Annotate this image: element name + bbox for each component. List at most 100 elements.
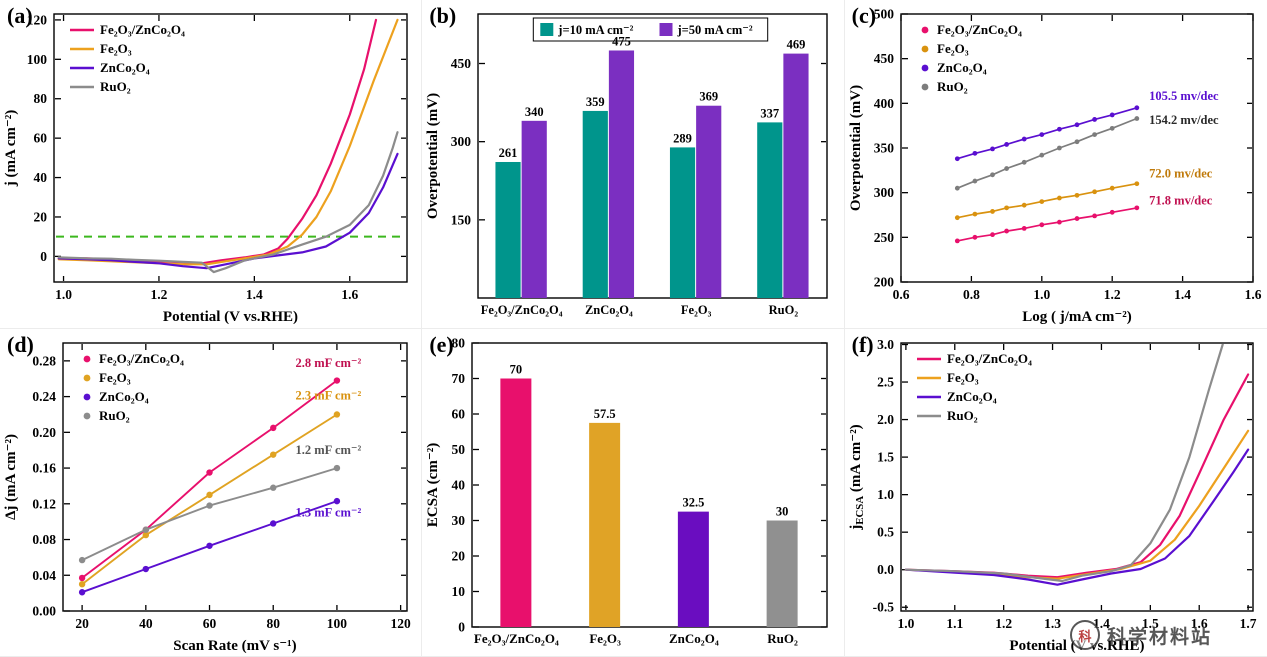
- svg-text:Fe₂O₃/ZnCo₂O₄: Fe₂O₃/ZnCo₂O₄: [474, 631, 559, 646]
- chart-overpotential-bars: 150 300 450 Overpotential (mV) 261 340 Fe₂O₃/Z…: [422, 0, 843, 328]
- svg-text:1.0: 1.0: [897, 616, 914, 631]
- svg-text:0.16: 0.16: [32, 460, 56, 475]
- svg-text:RuO₂: RuO₂: [768, 631, 799, 646]
- svg-text:Fe₂O₃: Fe₂O₃: [681, 303, 712, 317]
- svg-text:0.20: 0.20: [32, 424, 56, 439]
- svg-text:469: 469: [787, 38, 806, 52]
- svg-text:60: 60: [34, 131, 48, 146]
- svg-text:RuO₂: RuO₂: [769, 303, 799, 317]
- svg-text:jECSA (mA cm⁻²): jECSA (mA cm⁻²): [848, 424, 866, 530]
- svg-text:350: 350: [873, 141, 894, 156]
- svg-text:Fe₂O₃/ZnCo₂O₄: Fe₂O₃/ZnCo₂O₄: [937, 22, 1022, 37]
- svg-text:1.4: 1.4: [246, 287, 263, 302]
- svg-text:1.0: 1.0: [55, 287, 72, 302]
- svg-text:RuO₂: RuO₂: [937, 79, 968, 94]
- svg-text:337: 337: [761, 106, 780, 120]
- svg-text:20: 20: [75, 616, 89, 631]
- chart-cdl: 0.00 0.04 0.08 0.12 0.16 0.20 0.24 0.28 20 40 60 80…: [0, 329, 421, 657]
- svg-text:10: 10: [452, 584, 466, 599]
- svg-text:1.5: 1.5: [877, 449, 894, 464]
- panel-label-a: (a): [7, 3, 33, 28]
- svg-text:71.8 mv/dec: 71.8 mv/dec: [1149, 193, 1213, 207]
- svg-text:32.5: 32.5: [683, 495, 705, 509]
- svg-text:154.2 mv/dec: 154.2 mv/dec: [1149, 113, 1219, 127]
- svg-text:Fe₂O₃: Fe₂O₃: [100, 41, 132, 56]
- svg-text:-0.5: -0.5: [872, 599, 894, 614]
- svg-text:80: 80: [34, 91, 48, 106]
- svg-text:Overpotential (mV): Overpotential (mV): [425, 93, 441, 219]
- svg-text:1.5: 1.5: [1142, 616, 1159, 631]
- watermark-logo-icon: 科: [1070, 620, 1100, 650]
- watermark: 科 科学材料站: [1070, 620, 1212, 650]
- svg-text:1.0: 1.0: [1033, 287, 1050, 302]
- svg-text:1.2: 1.2: [1103, 287, 1120, 302]
- svg-text:ZnCo₂O₄: ZnCo₂O₄: [937, 60, 987, 75]
- panel-e: (e) 0 10 20 30 40 50 60 70 80 ECSA (cm⁻²) 70 Fe₂O₃/…: [422, 328, 845, 657]
- svg-text:j=50 mA cm⁻²: j=50 mA cm⁻²: [677, 23, 753, 37]
- svg-text:j=10 mA cm⁻²: j=10 mA cm⁻²: [558, 23, 634, 37]
- svg-text:0.00: 0.00: [32, 603, 56, 618]
- svg-text:1.2 mF cm⁻²: 1.2 mF cm⁻²: [296, 442, 362, 456]
- svg-text:2.0: 2.0: [877, 412, 894, 427]
- chart-jecsa: -0.5 0.0 0.5 1.0 1.5 2.0 2.5 3.0 1.0 1.1 1.2 1.3 1.4…: [845, 329, 1267, 657]
- svg-text:Potential (V vs.RHE): Potential (V vs.RHE): [163, 309, 298, 325]
- panel-b: (b) 150 300 450 Overpotential (mV) 261 340 Fe₂…: [422, 0, 845, 329]
- svg-text:2.5: 2.5: [877, 374, 894, 389]
- svg-text:1.3 mF cm⁻²: 1.3 mF cm⁻²: [296, 505, 362, 519]
- svg-text:j (mA cm⁻²): j (mA cm⁻²): [3, 110, 19, 188]
- panel-label-c: (c): [851, 3, 877, 28]
- svg-text:Fe₂O₃/ZnCo₂O₄: Fe₂O₃/ZnCo₂O₄: [99, 351, 184, 366]
- svg-text:Fe₂O₃: Fe₂O₃: [947, 370, 979, 385]
- svg-text:ECSA (cm⁻²): ECSA (cm⁻²): [425, 442, 441, 527]
- svg-text:RuO₂: RuO₂: [99, 408, 130, 423]
- svg-text:70: 70: [452, 371, 466, 386]
- svg-text:0.12: 0.12: [32, 496, 56, 511]
- svg-text:30: 30: [776, 504, 789, 518]
- chart-lsv: 0 20 40 60 80 100 120 1.0 1.2 1.4 1.6 Potential (V …: [0, 0, 421, 328]
- svg-text:0.5: 0.5: [877, 524, 894, 539]
- svg-text:2.8 mF cm⁻²: 2.8 mF cm⁻²: [296, 356, 362, 370]
- svg-text:1.6: 1.6: [341, 287, 358, 302]
- panel-label-f: (f): [851, 331, 874, 357]
- svg-text:80: 80: [266, 616, 280, 631]
- svg-text:1.1: 1.1: [946, 616, 963, 631]
- panel-a: (a) 0 20 40 60 80 100 120 1.0 1.2 1.4 1.6 Potential…: [0, 0, 423, 329]
- svg-text:Overpotential (mV): Overpotential (mV): [848, 85, 864, 211]
- svg-text:1.7: 1.7: [1239, 616, 1256, 631]
- panel-label-d: (d): [7, 331, 34, 357]
- chart-ecsa-bars: 0 10 20 30 40 50 60 70 80 ECSA (cm⁻²) 70 Fe₂O₃/ZnCo…: [422, 329, 843, 657]
- svg-text:ZnCo₂O₄: ZnCo₂O₄: [947, 389, 997, 404]
- svg-text:1.0: 1.0: [877, 487, 894, 502]
- svg-text:60: 60: [452, 406, 466, 421]
- svg-text:300: 300: [451, 134, 472, 149]
- svg-text:1.3: 1.3: [1044, 616, 1061, 631]
- svg-text:450: 450: [451, 56, 472, 71]
- svg-text:369: 369: [700, 90, 719, 104]
- svg-text:0.28: 0.28: [32, 353, 56, 368]
- svg-text:340: 340: [525, 105, 544, 119]
- panel-f: (f) -0.5 0.0 0.5 1.0 1.5 2.0 2.5 3.0 1.0 1.1 1.2 1.…: [844, 329, 1267, 657]
- svg-text:1.2: 1.2: [151, 287, 168, 302]
- svg-text:500: 500: [873, 7, 894, 22]
- svg-text:Scan Rate (mV s⁻¹): Scan Rate (mV s⁻¹): [173, 638, 296, 654]
- svg-text:Fe₂O₃: Fe₂O₃: [937, 41, 969, 56]
- svg-text:60: 60: [203, 616, 217, 631]
- svg-text:0.04: 0.04: [32, 567, 56, 582]
- svg-text:150: 150: [451, 212, 472, 227]
- svg-text:ZnCo₂O₄: ZnCo₂O₄: [585, 303, 633, 317]
- svg-text:RuO₂: RuO₂: [100, 79, 131, 94]
- svg-text:40: 40: [452, 477, 466, 492]
- svg-text:Δj (mA cm⁻²): Δj (mA cm⁻²): [3, 434, 19, 520]
- svg-text:40: 40: [34, 170, 48, 185]
- svg-text:0.08: 0.08: [32, 532, 56, 547]
- svg-text:450: 450: [873, 51, 894, 66]
- svg-text:72.0 mv/dec: 72.0 mv/dec: [1149, 166, 1213, 180]
- svg-text:0.0: 0.0: [877, 562, 894, 577]
- svg-text:261: 261: [499, 146, 518, 160]
- watermark-text: 科学材料站: [1107, 625, 1213, 648]
- svg-text:Fe₂O₃/ZnCo₂O₄: Fe₂O₃/ZnCo₂O₄: [947, 351, 1032, 366]
- svg-text:120: 120: [391, 616, 412, 631]
- svg-text:30: 30: [452, 513, 466, 528]
- svg-text:250: 250: [873, 230, 894, 245]
